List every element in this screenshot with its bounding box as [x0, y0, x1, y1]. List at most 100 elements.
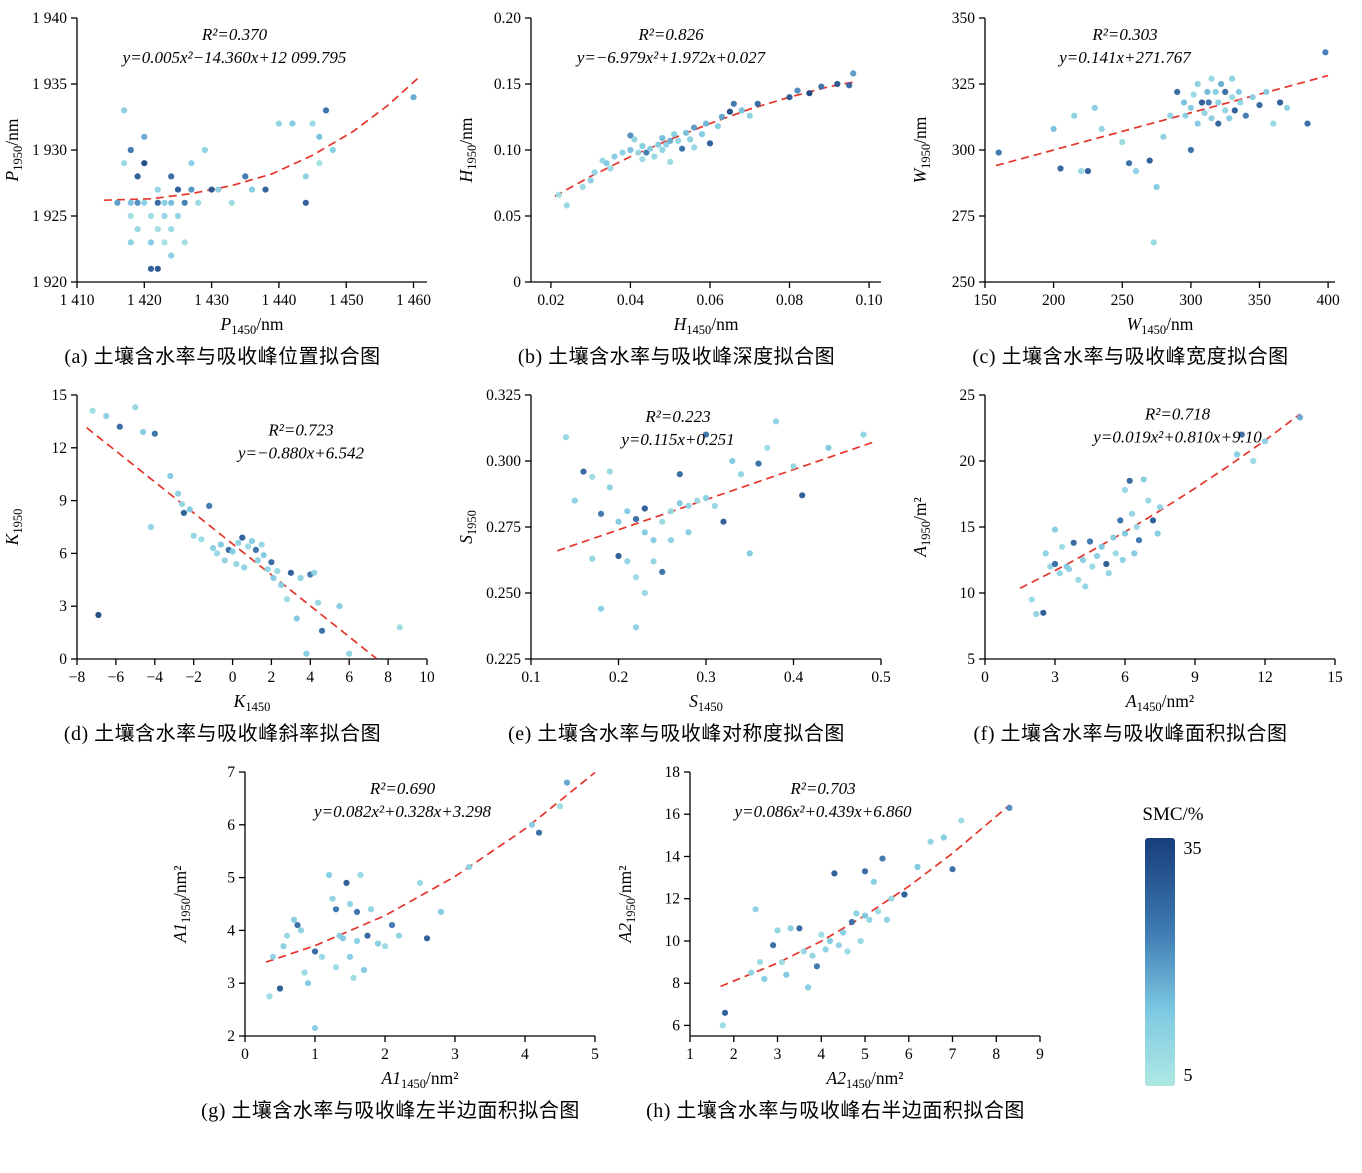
axes: 1 410 1 420 1 430 1 440 1 450 1 460 1 920 1 925… — [32, 10, 431, 309]
annotations: R²=0.703 y=0.086x²+0.439x+6.860 — [732, 779, 911, 821]
svg-text:0.06: 0.06 — [696, 292, 723, 309]
axes: 0 1 2 3 4 5 2 3 4 5 6 7 — [227, 764, 599, 1063]
svg-text:R²=0.703: R²=0.703 — [789, 779, 855, 798]
chart-g-svg: 0 1 2 3 4 5 2 3 4 5 6 7 R²=0.690 y=0.082x²+0.328x+3.2… — [171, 764, 599, 1091]
annotations: R²=0.826 y=−6.979x²+1.972x+0.027 — [574, 25, 766, 67]
svg-text:25: 25 — [959, 387, 975, 404]
svg-text:0.275: 0.275 — [486, 519, 521, 536]
figure-panel: 1 410 1 420 1 430 1 440 1 450 1 460 1 920 1 925… — [0, 4, 1362, 1135]
svg-text:−8: −8 — [68, 669, 85, 686]
svg-text:A11950/nm²: A11950/nm² — [171, 866, 193, 944]
svg-text:W1450/nm: W1450/nm — [1126, 314, 1193, 337]
annotations: R²=0.223 y=0.115x+0.251 — [619, 407, 734, 449]
svg-text:12: 12 — [51, 440, 67, 457]
svg-text:1: 1 — [686, 1046, 694, 1063]
fit-line — [556, 441, 873, 552]
svg-text:K1950: K1950 — [3, 509, 25, 547]
chart-c-caption: (c) 土壤含水率与吸收峰宽度拟合图 — [972, 346, 1289, 368]
svg-text:2: 2 — [267, 669, 275, 686]
svg-text:350: 350 — [951, 10, 975, 27]
svg-text:0.10: 0.10 — [493, 142, 520, 159]
colorbar-gradient — [1144, 838, 1175, 1086]
svg-text:10: 10 — [959, 585, 975, 602]
colorbar-max-label: 35 — [1183, 838, 1202, 858]
svg-text:1 420: 1 420 — [126, 292, 161, 309]
axes: 0 3 6 9 12 15 5 10 15 20 25 — [959, 387, 1343, 686]
svg-text:5: 5 — [591, 1046, 599, 1063]
svg-text:y=0.115x+0.251: y=0.115x+0.251 — [619, 430, 734, 449]
svg-text:200: 200 — [1041, 292, 1065, 309]
colorbar-title: SMC/% — [1142, 804, 1204, 825]
svg-text:0.04: 0.04 — [616, 292, 643, 309]
svg-text:0.05: 0.05 — [493, 208, 520, 225]
svg-text:300: 300 — [951, 142, 975, 159]
svg-text:0.10: 0.10 — [855, 292, 882, 309]
fit-line — [103, 75, 421, 202]
svg-text:14: 14 — [664, 849, 680, 866]
svg-text:3: 3 — [773, 1046, 781, 1063]
svg-text:8: 8 — [384, 669, 392, 686]
svg-text:A1950/m²: A1950/m² — [911, 497, 933, 557]
svg-text:1 920: 1 920 — [32, 274, 67, 291]
svg-text:4: 4 — [227, 922, 235, 939]
svg-text:1 430: 1 430 — [194, 292, 229, 309]
svg-text:3: 3 — [227, 975, 235, 992]
svg-text:10: 10 — [419, 669, 435, 686]
chart-e: 0.1 0.2 0.3 0.4 0.5 0.225 0.250 0.275 0.300 0.325… — [454, 381, 899, 746]
fit-line — [553, 80, 857, 197]
axes: 0.1 0.2 0.3 0.4 0.5 0.225 0.250 0.275 0.300 0.325 — [486, 387, 891, 686]
chart-c-plot: 150 200 250 300 350 400 250 275 300 325 350 R²=0.30… — [911, 4, 1351, 338]
svg-text:4: 4 — [817, 1046, 825, 1063]
annotations: R²=0.370 y=0.005x²−14.360x+12 099.795 — [120, 25, 346, 67]
svg-text:−4: −4 — [146, 669, 163, 686]
svg-text:6: 6 — [227, 817, 235, 834]
chart-h-svg: 1 2 3 4 5 6 7 8 9681012141618R²=0.703y=0.086x²+0… — [616, 764, 1044, 1091]
scatter-points — [995, 49, 1328, 246]
svg-text:150: 150 — [973, 292, 997, 309]
svg-text:1 940: 1 940 — [32, 10, 67, 27]
svg-text:15: 15 — [51, 387, 67, 404]
chart-b: 0.02 0.04 0.06 0.08 0.10 0 0.05 0.10 0.15 0.20 R²=… — [454, 4, 899, 369]
svg-text:6: 6 — [345, 669, 353, 686]
svg-text:9: 9 — [59, 493, 67, 510]
chart-b-svg: 0.02 0.04 0.06 0.08 0.10 0 0.05 0.10 0.15 0.20 R²=… — [457, 10, 883, 337]
chart-h-plot: 1 2 3 4 5 6 7 8 9 6 8 10 12 14 16 18 R²=0.703 y=0.086x²+0… — [616, 758, 1056, 1092]
svg-text:0.3: 0.3 — [696, 669, 716, 686]
annotations: R²=0.723 y=−0.880x+6.542 — [235, 420, 364, 462]
svg-text:y=0.082x²+0.328x+3.298: y=0.082x²+0.328x+3.298 — [312, 802, 491, 821]
chart-e-svg: 0.1 0.2 0.3 0.4 0.5 0.225 0.250 0.275 0.300 0.325… — [457, 387, 891, 714]
chart-h: 1 2 3 4 5 6 7 8 9 6 8 10 12 14 16 18 R²=0.703 y=0.086x²+0… — [613, 758, 1058, 1123]
chart-g: 0 1 2 3 4 5 2 3 4 5 6 7 R²=0.690 y=0.082x²+0.328x+3.2… — [168, 758, 613, 1123]
svg-text:275: 275 — [951, 208, 975, 225]
axis-labels: S1450 S1950 — [457, 510, 723, 714]
svg-text:1 925: 1 925 — [32, 208, 67, 225]
chart-a-svg: 1 410 1 420 1 430 1 440 1 450 1 460 1 920 1 925… — [3, 10, 431, 337]
svg-text:5: 5 — [967, 651, 975, 668]
chart-a: 1 410 1 420 1 430 1 440 1 450 1 460 1 920 1 925… — [0, 4, 445, 369]
chart-c-svg: 150 200 250 300 350 400 250 275 300 325 350 R²=0.30… — [911, 10, 1340, 337]
svg-text:1: 1 — [311, 1046, 319, 1063]
svg-text:0.4: 0.4 — [783, 669, 803, 686]
svg-text:y=0.019x²+0.810x+9.10: y=0.019x²+0.810x+9.10 — [1091, 428, 1262, 447]
chart-e-caption: (e) 土壤含水率与吸收峰对称度拟合图 — [508, 723, 845, 745]
chart-a-caption: (a) 土壤含水率与吸收峰位置拟合图 — [64, 346, 381, 368]
svg-text:R²=0.690: R²=0.690 — [368, 779, 435, 798]
svg-text:4: 4 — [306, 669, 314, 686]
svg-text:15: 15 — [1327, 669, 1343, 686]
axis-labels: H1450/nm H1950/nm — [457, 117, 739, 337]
chart-f-svg: 0 3 6 9 12 15 5 10 15 20 25 R²=0.718 y=0.019x²+0.810… — [911, 387, 1343, 714]
chart-g-plot: 0 1 2 3 4 5 2 3 4 5 6 7 R²=0.690 y=0.082x²+0.328x+3.2… — [171, 758, 611, 1092]
chart-d-caption: (d) 土壤含水率与吸收峰斜率拟合图 — [63, 723, 382, 745]
axes: 150 200 250 300 350 400 250 275 300 325 350 — [951, 10, 1339, 309]
chart-f: 0 3 6 9 12 15 5 10 15 20 25 R²=0.718 y=0.019x²+0.810… — [908, 381, 1353, 746]
svg-text:0.02: 0.02 — [537, 292, 564, 309]
axis-labels: P1450/nm P1950/nm — [3, 118, 284, 337]
svg-text:2: 2 — [381, 1046, 389, 1063]
svg-text:0: 0 — [981, 669, 989, 686]
svg-text:250: 250 — [1110, 292, 1134, 309]
colorbar-labels: 35 5 — [1184, 838, 1202, 1086]
colorbar-min-label: 5 — [1183, 1065, 1193, 1085]
svg-text:12: 12 — [1257, 669, 1273, 686]
chart-b-plot: 0.02 0.04 0.06 0.08 0.10 0 0.05 0.10 0.15 0.20 R²=… — [457, 4, 897, 338]
